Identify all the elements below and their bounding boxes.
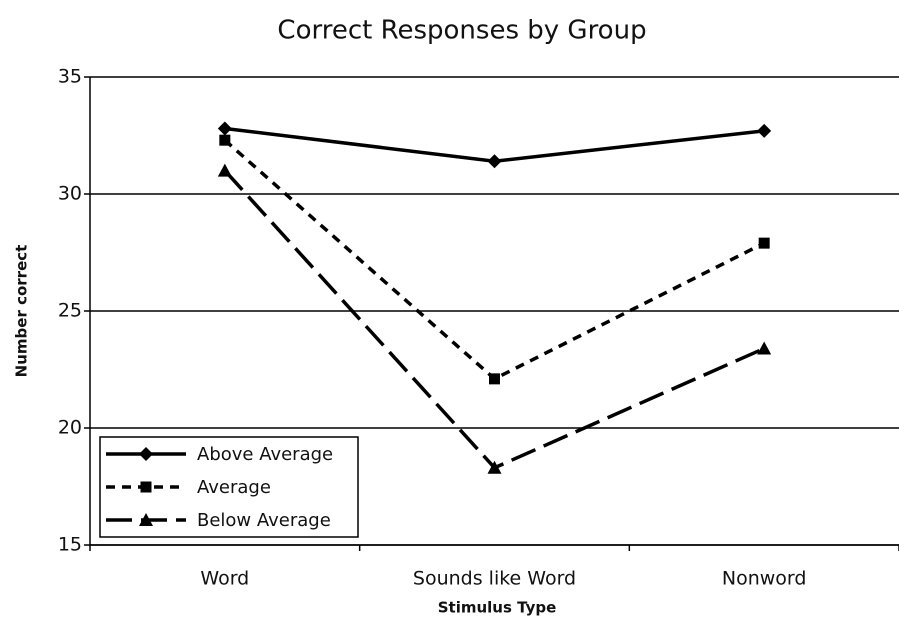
marker — [139, 513, 153, 526]
line-series — [223, 169, 765, 470]
x-tick-label: Word — [200, 568, 249, 590]
marker — [217, 121, 232, 136]
marker — [487, 460, 502, 474]
marker — [219, 134, 231, 146]
marker — [139, 447, 153, 461]
legend: Above Average Average Below Average — [99, 436, 359, 538]
y-tick-label: 25 — [58, 300, 82, 322]
y-tick-label: 35 — [58, 66, 82, 88]
y-axis-label: Number correct — [13, 245, 31, 378]
marker — [487, 154, 502, 169]
x-tick-label: Sounds like Word — [413, 568, 576, 590]
marker — [217, 163, 232, 177]
x-axis-label: Stimulus Type — [438, 599, 557, 617]
marker — [758, 237, 770, 249]
y-tick-label: 30 — [58, 183, 82, 205]
y-tick-label: 15 — [58, 534, 82, 556]
marker — [757, 341, 772, 355]
marker — [489, 373, 500, 385]
marker — [140, 481, 152, 493]
y-tick-label: 20 — [58, 417, 82, 439]
legend-text: Above Average — [197, 444, 333, 465]
legend-text: Below Average — [197, 510, 331, 531]
chart-title: Correct Responses by Group — [277, 16, 646, 46]
legend-text: Average — [197, 477, 271, 498]
marker — [757, 123, 772, 138]
x-tick-label: Nonword — [722, 568, 807, 590]
